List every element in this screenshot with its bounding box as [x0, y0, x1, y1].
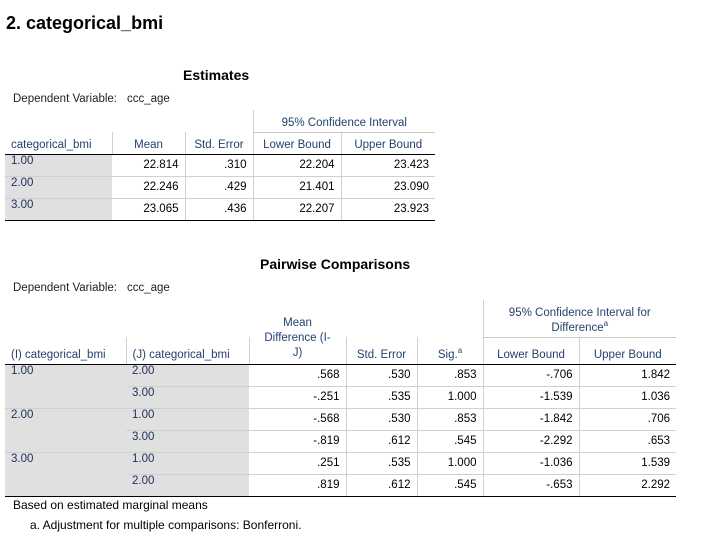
- row-label: 3.00: [5, 198, 112, 221]
- mean-diff-line3: J): [292, 346, 303, 359]
- col-mean-difference: Mean Difference (I- J): [248, 317, 346, 365]
- cell-lower: -.653: [482, 474, 579, 497]
- col-upper-bound: Upper Bound: [340, 132, 435, 155]
- cell-std-error: .530: [345, 408, 417, 431]
- cell-std-error: .535: [345, 452, 417, 475]
- sig-footnote: a: [457, 345, 463, 355]
- row-group-label: 1.00: [5, 364, 126, 409]
- row-j-label: 3.00: [126, 386, 249, 409]
- section-title: 2. categorical_bmi: [6, 13, 164, 33]
- cell-std-error: .310: [184, 154, 253, 177]
- ci-header-line1: 95% Confidence Interval for: [508, 306, 651, 319]
- cell-std-error: .530: [345, 364, 417, 387]
- dep-var-label: Dependent Variable:: [13, 282, 117, 294]
- cell-mean-diff: .819: [249, 474, 346, 497]
- cell-std-error: .612: [345, 474, 417, 497]
- footnote-estimated-means: Based on estimated marginal means: [13, 498, 208, 512]
- ci-header-line2: Difference: [551, 321, 604, 334]
- mean-diff-line2: Difference (I-: [264, 331, 331, 344]
- cell-sig: .853: [416, 408, 483, 431]
- table-row: 3.00 -.819 .612 .545 -2.292 .653: [5, 430, 677, 453]
- cell-lower: 22.207: [252, 198, 341, 221]
- col-std-error: Std. Error: [184, 132, 253, 155]
- cell-upper: .653: [578, 430, 677, 453]
- col-upper-bound: Upper Bound: [578, 337, 677, 365]
- cell-mean-diff: .568: [249, 364, 346, 387]
- row-label: 2.00: [5, 176, 112, 199]
- pairwise-ci-header: 95% Confidence Interval for Differencea: [482, 300, 677, 338]
- table-row: 2.00 .819 .612 .545 -.653 2.292: [5, 474, 677, 497]
- cell-lower: -2.292: [482, 430, 579, 453]
- col-sig: Sig.a: [416, 337, 483, 365]
- cell-upper: 2.292: [578, 474, 677, 497]
- cell-upper: .706: [578, 408, 677, 431]
- col-lower-bound: Lower Bound: [482, 337, 579, 365]
- row-j-label: 1.00: [126, 408, 249, 431]
- table-row: 3.00 1.00 .251 .535 1.000 -1.036 1.539: [5, 452, 677, 497]
- table-row: 2.00 22.246 .429 21.401 23.090: [5, 176, 435, 199]
- mean-diff-line1: Mean: [283, 316, 312, 329]
- cell-upper: 1.539: [578, 452, 677, 475]
- footnote-bonferroni: a. Adjustment for multiple comparisons: …: [30, 518, 302, 532]
- estimates-dependent-variable: Dependent Variable: ccc_age: [13, 93, 170, 105]
- cell-sig: .545: [416, 430, 483, 453]
- cell-lower: -1.842: [482, 408, 579, 431]
- cell-lower: 21.401: [252, 176, 341, 199]
- cell-upper: 23.423: [340, 154, 435, 177]
- row-j-label: 2.00: [126, 474, 249, 497]
- cell-mean-diff: .251: [249, 452, 346, 475]
- cell-mean-diff: -.568: [249, 408, 346, 431]
- row-j-label: 3.00: [126, 430, 249, 453]
- cell-sig: 1.000: [416, 386, 483, 409]
- ci-header-footnote: a: [603, 318, 609, 328]
- dep-var-label: Dependent Variable:: [13, 93, 117, 105]
- cell-sig: .853: [416, 364, 483, 387]
- cell-lower: 22.204: [252, 154, 341, 177]
- cell-std-error: .612: [345, 430, 417, 453]
- col-std-error: Std. Error: [345, 337, 417, 365]
- cell-std-error: .535: [345, 386, 417, 409]
- cell-upper: 23.923: [340, 198, 435, 221]
- col-mean: Mean: [111, 132, 185, 155]
- cell-std-error: .429: [184, 176, 253, 199]
- estimates-title: Estimates: [183, 67, 250, 83]
- cell-mean-diff: -.819: [249, 430, 346, 453]
- cell-mean: 23.065: [112, 198, 185, 221]
- row-j-label: 1.00: [126, 452, 249, 475]
- cell-sig: .545: [416, 474, 483, 497]
- pairwise-dependent-variable: Dependent Variable: ccc_age: [13, 282, 170, 294]
- pairwise-table: 95% Confidence Interval for Differencea …: [5, 300, 677, 497]
- cell-upper: 23.090: [340, 176, 435, 199]
- row-group-label: 3.00: [5, 452, 126, 497]
- cell-upper: 1.036: [578, 386, 677, 409]
- cell-std-error: .436: [184, 198, 253, 221]
- cell-lower: -1.539: [482, 386, 579, 409]
- cell-upper: 1.842: [578, 364, 677, 387]
- dep-var-value: ccc_age: [127, 93, 170, 105]
- table-row: 3.00 -.251 .535 1.000 -1.539 1.036: [5, 386, 677, 409]
- table-row: 3.00 23.065 .436 22.207 23.923: [5, 198, 435, 221]
- table-row: 1.00 22.814 .310 22.204 23.423: [5, 154, 435, 177]
- col-i-categorical-bmi: (I) categorical_bmi: [5, 337, 126, 365]
- col-categorical-bmi: categorical_bmi: [5, 132, 112, 155]
- cell-lower: -.706: [482, 364, 579, 387]
- cell-mean: 22.246: [112, 176, 185, 199]
- table-row: 1.00 2.00 .568 .530 .853 -.706 1.842: [5, 364, 677, 409]
- estimates-ci-header: 95% Confidence Interval: [252, 110, 435, 133]
- sig-label: Sig.: [437, 348, 458, 361]
- cell-lower: -1.036: [482, 452, 579, 475]
- row-group-label: 2.00: [5, 408, 126, 453]
- col-j-categorical-bmi: (J) categorical_bmi: [125, 337, 249, 365]
- estimates-table: 95% Confidence Interval categorical_bmi …: [5, 110, 435, 221]
- row-label: 1.00: [5, 154, 112, 177]
- pairwise-title: Pairwise Comparisons: [260, 256, 411, 272]
- row-j-label: 2.00: [126, 364, 249, 387]
- col-lower-bound: Lower Bound: [252, 132, 341, 155]
- cell-sig: 1.000: [416, 452, 483, 475]
- dep-var-value: ccc_age: [127, 282, 170, 294]
- table-row: 2.00 1.00 -.568 .530 .853 -1.842 .706: [5, 408, 677, 453]
- cell-mean-diff: -.251: [249, 386, 346, 409]
- cell-mean: 22.814: [112, 154, 185, 177]
